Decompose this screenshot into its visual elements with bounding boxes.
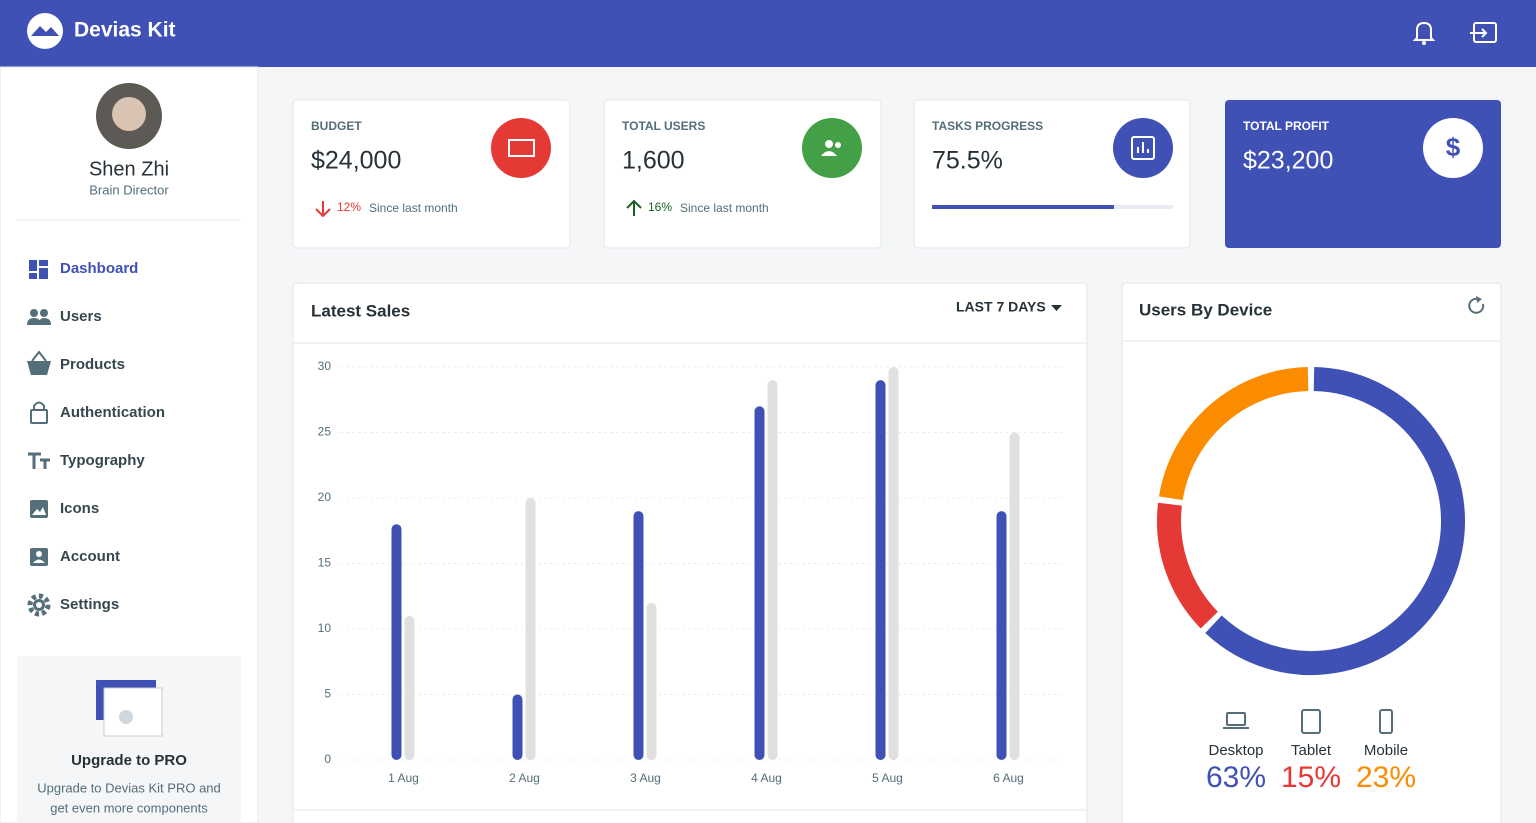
bar (767, 380, 778, 760)
card-icon (1423, 118, 1483, 178)
x-tick-label: 2 Aug (509, 771, 540, 785)
x-tick-label: 1 Aug (388, 771, 419, 785)
doughnut-segment (1205, 367, 1465, 675)
card-title: TOTAL USERS (622, 119, 705, 133)
nav-authentication[interactable]: Authentication (30, 401, 165, 424)
range-button[interactable]: LAST 7 DAYS (956, 299, 1046, 315)
upgrade-text: get even more components (50, 800, 208, 815)
card-note: Since last month (680, 201, 769, 215)
nav-label[interactable]: Users (60, 308, 102, 325)
card-icon-glyph (821, 140, 841, 156)
nav-icons[interactable]: Icons (30, 500, 99, 518)
up-arrow (626, 199, 642, 216)
legend-label: Tablet (1291, 742, 1332, 759)
nav-label[interactable]: Typography (60, 452, 145, 469)
card-icon-glyph (508, 139, 535, 157)
nav-label[interactable]: Authentication (60, 404, 165, 421)
notifications-button[interactable] (1412, 21, 1436, 45)
nav-label[interactable]: Settings (60, 596, 119, 613)
nav-label[interactable]: Products (60, 356, 125, 373)
doughnut-chart: Desktop 63% Tablet 15% Mobile 23% (1157, 367, 1465, 794)
nav-label[interactable]: Account (60, 548, 120, 565)
card-change: 12% (337, 200, 361, 214)
dropdown-arrow[interactable] (1051, 305, 1062, 311)
nav-settings[interactable]: Settings (27, 593, 119, 617)
doughnut-segment (1157, 502, 1219, 629)
x-tick-label: 6 Aug (993, 771, 1024, 785)
bar (888, 367, 899, 760)
bar (996, 511, 1007, 760)
x-tick-label: 4 Aug (751, 771, 782, 785)
legend-label: Mobile (1364, 742, 1408, 759)
x-tick-label: 3 Aug (630, 771, 661, 785)
y-tick-label: 30 (318, 359, 332, 373)
device-icons (1223, 709, 1393, 734)
card-title: TOTAL PROFIT (1243, 119, 1330, 133)
progress-fill (932, 205, 1114, 209)
legend-value: 15% (1281, 761, 1341, 794)
card-icon-glyph (1131, 136, 1155, 160)
card-title: BUDGET (311, 119, 362, 133)
card-icon (802, 118, 862, 178)
card-title: Latest Sales (311, 301, 410, 320)
user-role: Brain Director (89, 182, 169, 197)
bar-chart: 0 5 10 15 20 25 30 1 Aug 2 Aug 3 Aug 4 Aug 5 Aug 6 A… (318, 359, 1065, 785)
x-tick-label: 5 Aug (872, 771, 903, 785)
nav-dashboard[interactable]: Dashboard (29, 260, 138, 279)
y-tick-label: 25 (318, 425, 332, 439)
bar (1009, 432, 1020, 760)
bar (646, 602, 657, 760)
nav-label[interactable]: Icons (60, 500, 99, 517)
bar (633, 511, 644, 760)
logo[interactable] (27, 13, 63, 49)
brand[interactable]: Devias Kit (74, 19, 176, 42)
bar (512, 694, 523, 760)
legend-value: 23% (1356, 761, 1416, 794)
card-title: Users By Device (1139, 300, 1272, 319)
avatar-face (112, 97, 146, 131)
card-icon (491, 118, 551, 178)
card-change: 16% (648, 200, 672, 214)
y-tick-label: 0 (324, 752, 331, 766)
card-title: TASKS PROGRESS (932, 119, 1043, 133)
nav-products[interactable]: Products (27, 350, 125, 375)
upgrade-title: Upgrade to PRO (71, 752, 187, 769)
bar (525, 498, 536, 760)
legend-value: 63% (1206, 761, 1266, 794)
y-tick-label: 15 (318, 556, 332, 570)
card-note: Since last month (369, 201, 458, 215)
bar (404, 615, 415, 760)
bar (875, 380, 886, 760)
legend-label: Desktop (1208, 742, 1263, 759)
y-tick-label: 5 (324, 687, 331, 701)
nav-users[interactable]: Users (27, 308, 102, 325)
y-tick-label: 10 (318, 621, 332, 635)
user-name[interactable]: Shen Zhi (89, 158, 169, 180)
refresh-button[interactable] (1468, 296, 1485, 314)
top-bar (0, 0, 1536, 67)
card-value: 75.5% (932, 147, 1003, 175)
nav-typography[interactable]: Typography (28, 452, 145, 469)
y-tick-label: 20 (318, 490, 332, 504)
nav-account[interactable]: Account (30, 548, 120, 566)
card-value: $24,000 (311, 147, 401, 175)
card-icon-glyph: $ (1446, 132, 1461, 162)
card-value: 1,600 (622, 147, 685, 175)
nav-label[interactable]: Dashboard (60, 260, 138, 277)
sales-card (292, 282, 1088, 823)
card-value: $23,200 (1243, 147, 1333, 175)
upgrade-text: Upgrade to Devias Kit PRO and (37, 780, 221, 795)
down-arrow (315, 201, 331, 218)
logout-button[interactable] (1470, 22, 1497, 43)
bar (391, 524, 402, 760)
bar (754, 406, 765, 760)
upgrade-illustration (96, 680, 163, 737)
doughnut-segment (1158, 367, 1309, 501)
